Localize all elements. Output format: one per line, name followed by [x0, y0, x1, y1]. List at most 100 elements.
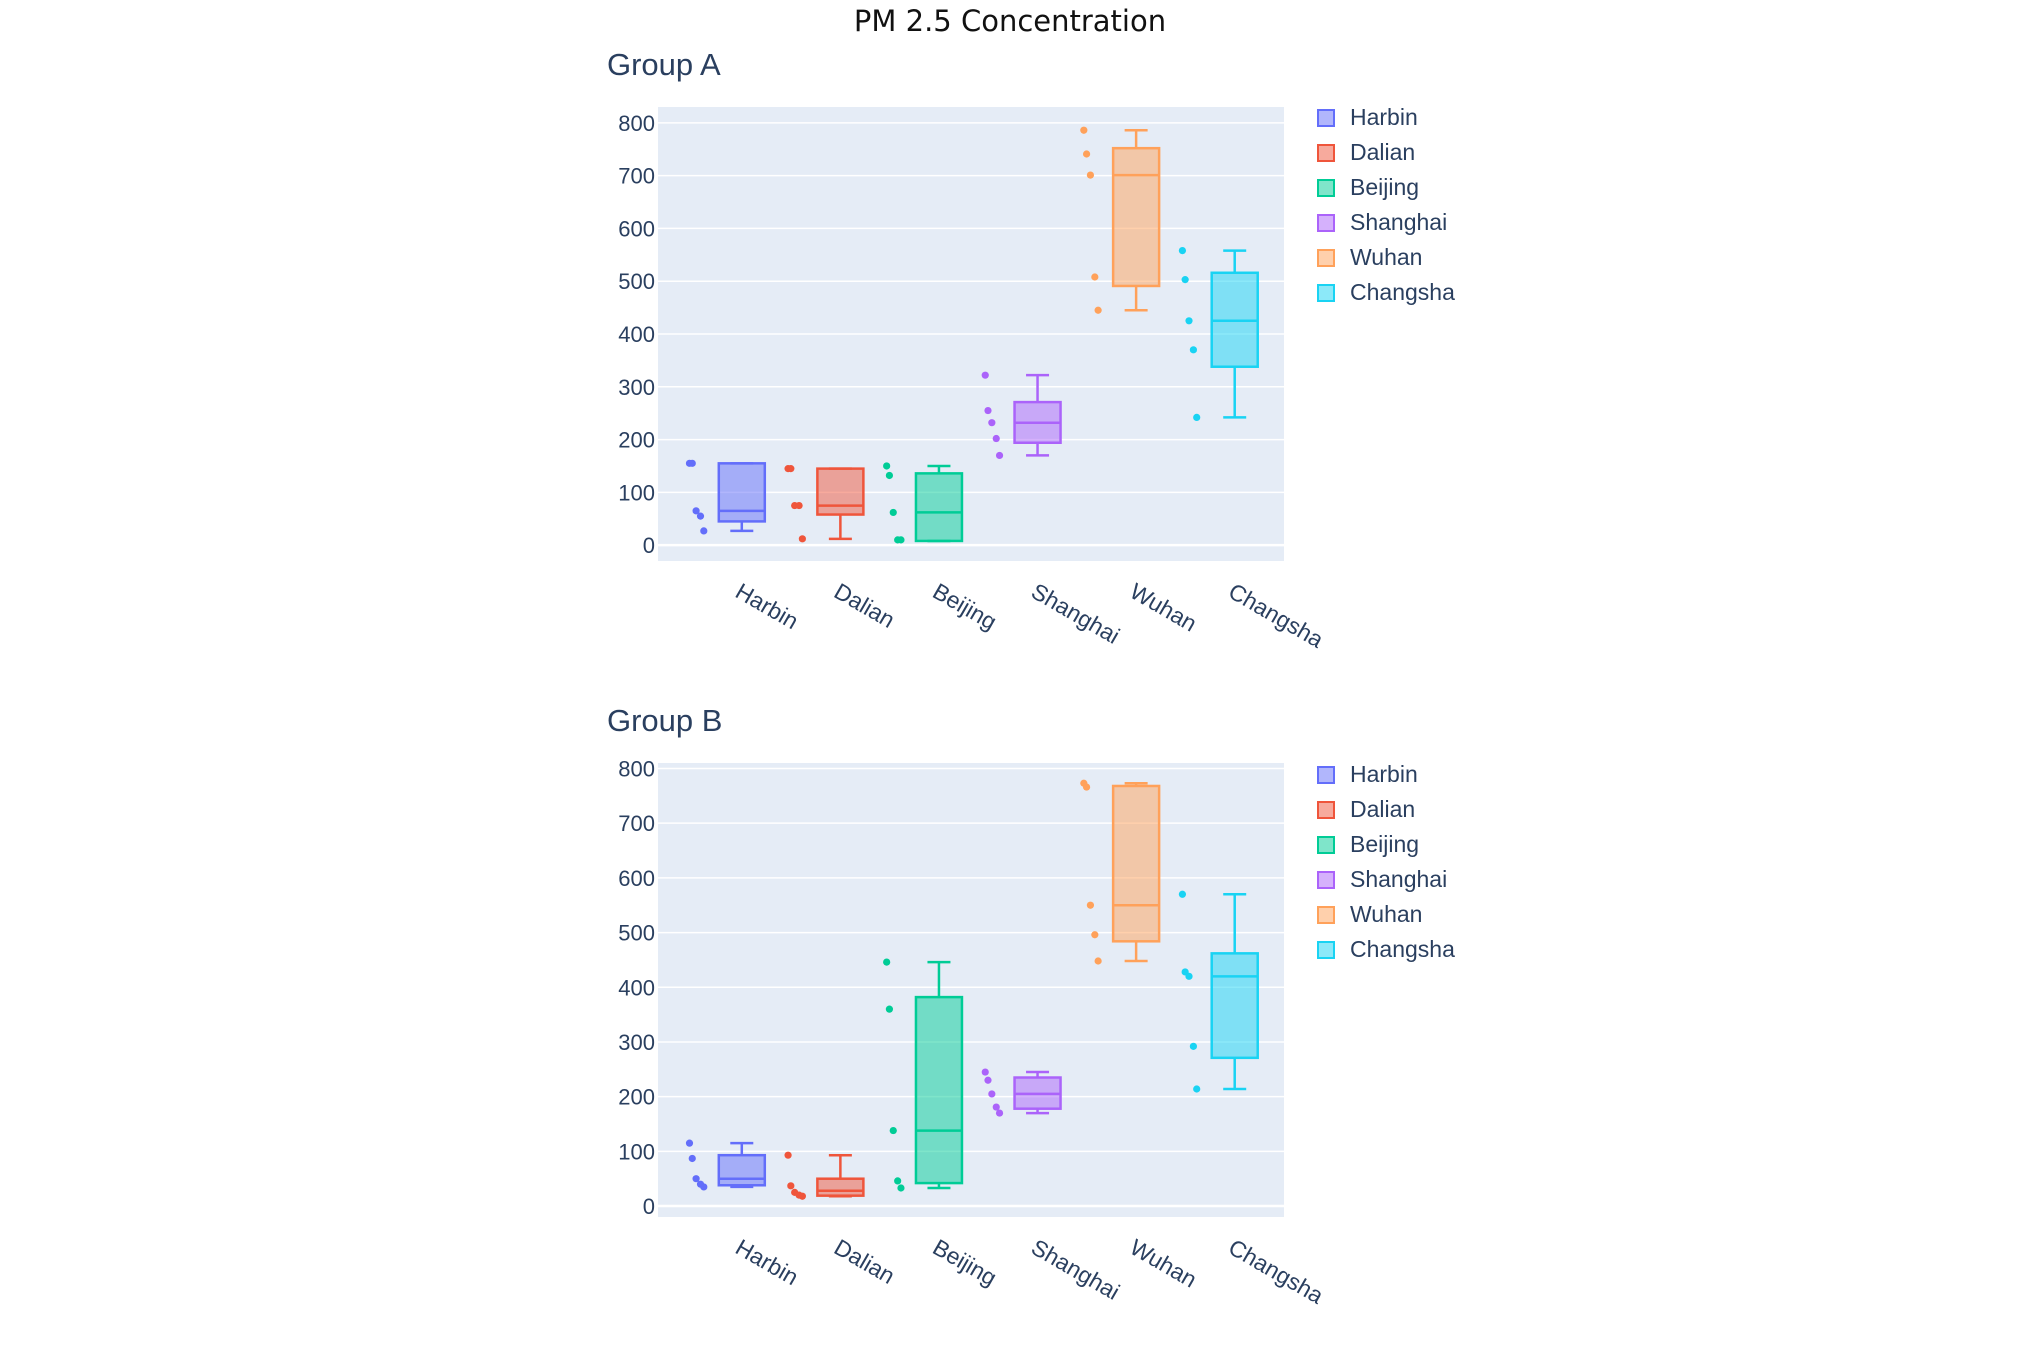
data-point[interactable]	[1086, 901, 1095, 909]
legend-item-harbin[interactable]: Harbin	[1317, 761, 1418, 787]
data-point[interactable]	[685, 1139, 694, 1147]
data-point[interactable]	[995, 451, 1004, 460]
legend-label: Shanghai	[1350, 866, 1447, 892]
data-point[interactable]	[1178, 246, 1187, 255]
data-point[interactable]	[798, 1192, 806, 1200]
data-point[interactable]	[700, 527, 708, 535]
y-tick-label: 700	[618, 164, 655, 189]
y-tick-label: 700	[618, 811, 655, 836]
box-iqr[interactable]	[1210, 952, 1259, 1060]
legend-swatch	[1317, 871, 1335, 889]
legend-item-shanghai[interactable]: Shanghai	[1317, 209, 1447, 235]
data-point[interactable]	[1181, 276, 1189, 284]
box-changsha[interactable]	[1178, 246, 1259, 422]
data-point[interactable]	[992, 434, 1000, 443]
data-point[interactable]	[883, 958, 891, 966]
legend: Harbin Dalian Beijing Shanghai Wuhan Changsha	[1317, 761, 1455, 962]
legend-item-wuhan[interactable]: Wuhan	[1317, 901, 1422, 927]
data-point[interactable]	[995, 1109, 1004, 1117]
y-tick-label: 400	[618, 975, 655, 1000]
data-point[interactable]	[1193, 413, 1201, 422]
data-point[interactable]	[1189, 346, 1198, 354]
data-point[interactable]	[894, 1177, 902, 1185]
box-dalian[interactable]	[784, 1151, 865, 1200]
legend-item-changsha[interactable]: Changsha	[1317, 936, 1455, 962]
x-tick-label: Wuhan	[1126, 578, 1202, 637]
box-iqr[interactable]	[1111, 146, 1161, 288]
legend-item-beijing[interactable]: Beijing	[1317, 174, 1419, 200]
box-dalian[interactable]	[784, 465, 865, 543]
box-changsha[interactable]	[1178, 890, 1259, 1093]
data-point[interactable]	[1178, 890, 1187, 898]
data-point[interactable]	[1091, 931, 1099, 939]
y-tick-label: 800	[618, 756, 655, 781]
data-point[interactable]	[889, 1126, 897, 1135]
data-point[interactable]	[1086, 171, 1095, 179]
data-point[interactable]	[784, 1151, 792, 1159]
box-wuhan[interactable]	[1080, 779, 1161, 965]
box-iqr[interactable]	[816, 1177, 865, 1197]
data-point[interactable]	[981, 1068, 989, 1076]
box-iqr[interactable]	[816, 467, 865, 516]
x-tick-label: Dalian	[830, 578, 899, 633]
subplot-group-a: Group A 0 100 200 300 400 500 600 700 800 Harbin Da…	[607, 47, 1455, 653]
box-harbin[interactable]	[685, 1139, 767, 1191]
data-point[interactable]	[897, 536, 905, 544]
data-point[interactable]	[700, 1183, 708, 1191]
data-point[interactable]	[1080, 126, 1088, 134]
legend-item-harbin[interactable]: Harbin	[1317, 104, 1418, 130]
data-point[interactable]	[798, 535, 806, 543]
box-iqr[interactable]	[717, 1153, 767, 1187]
legend-item-changsha[interactable]: Changsha	[1317, 279, 1455, 305]
data-point[interactable]	[1091, 273, 1099, 281]
legend-item-wuhan[interactable]: Wuhan	[1317, 244, 1422, 270]
data-point[interactable]	[787, 465, 795, 473]
box-harbin[interactable]	[685, 459, 767, 535]
data-point[interactable]	[1185, 317, 1193, 325]
box-iqr[interactable]	[1111, 784, 1161, 943]
data-point[interactable]	[1094, 957, 1102, 965]
legend-label: Beijing	[1350, 174, 1419, 200]
data-point[interactable]	[897, 1184, 905, 1192]
data-point[interactable]	[988, 1090, 996, 1098]
data-point[interactable]	[992, 1103, 1000, 1111]
data-point[interactable]	[984, 1076, 992, 1084]
data-point[interactable]	[692, 1175, 700, 1183]
legend-item-beijing[interactable]: Beijing	[1317, 831, 1419, 857]
data-point[interactable]	[1082, 783, 1091, 791]
chart-main-title: PM 2.5 Concentration	[853, 4, 1167, 38]
data-point[interactable]	[795, 501, 803, 510]
legend-label: Changsha	[1350, 936, 1455, 962]
data-point[interactable]	[696, 512, 705, 520]
legend-item-shanghai[interactable]: Shanghai	[1317, 866, 1447, 892]
box-shanghai[interactable]	[981, 371, 1062, 460]
box-shanghai[interactable]	[981, 1068, 1062, 1117]
data-point[interactable]	[692, 507, 700, 515]
legend-item-dalian[interactable]: Dalian	[1317, 796, 1415, 822]
data-point[interactable]	[988, 419, 996, 427]
data-point[interactable]	[1185, 972, 1193, 980]
box-wuhan[interactable]	[1080, 126, 1161, 314]
box-iqr[interactable]	[914, 472, 964, 543]
subplot-title: Group B	[607, 703, 722, 738]
box-beijing[interactable]	[883, 958, 964, 1192]
data-point[interactable]	[688, 459, 696, 467]
data-point[interactable]	[984, 406, 992, 415]
data-point[interactable]	[1189, 1042, 1198, 1050]
data-point[interactable]	[883, 462, 891, 470]
data-point[interactable]	[1094, 306, 1102, 314]
y-tick-label: 200	[618, 1085, 655, 1110]
legend-swatch	[1317, 836, 1335, 854]
box-iqr[interactable]	[914, 995, 964, 1185]
data-point[interactable]	[1193, 1085, 1201, 1093]
data-point[interactable]	[889, 508, 897, 517]
data-point[interactable]	[885, 1005, 894, 1013]
data-point[interactable]	[1082, 150, 1091, 158]
legend-item-dalian[interactable]: Dalian	[1317, 139, 1415, 165]
box-iqr[interactable]	[717, 462, 767, 523]
data-point[interactable]	[787, 1182, 795, 1190]
data-point[interactable]	[885, 471, 894, 480]
box-beijing[interactable]	[883, 462, 964, 544]
data-point[interactable]	[688, 1154, 696, 1163]
data-point[interactable]	[981, 371, 989, 379]
